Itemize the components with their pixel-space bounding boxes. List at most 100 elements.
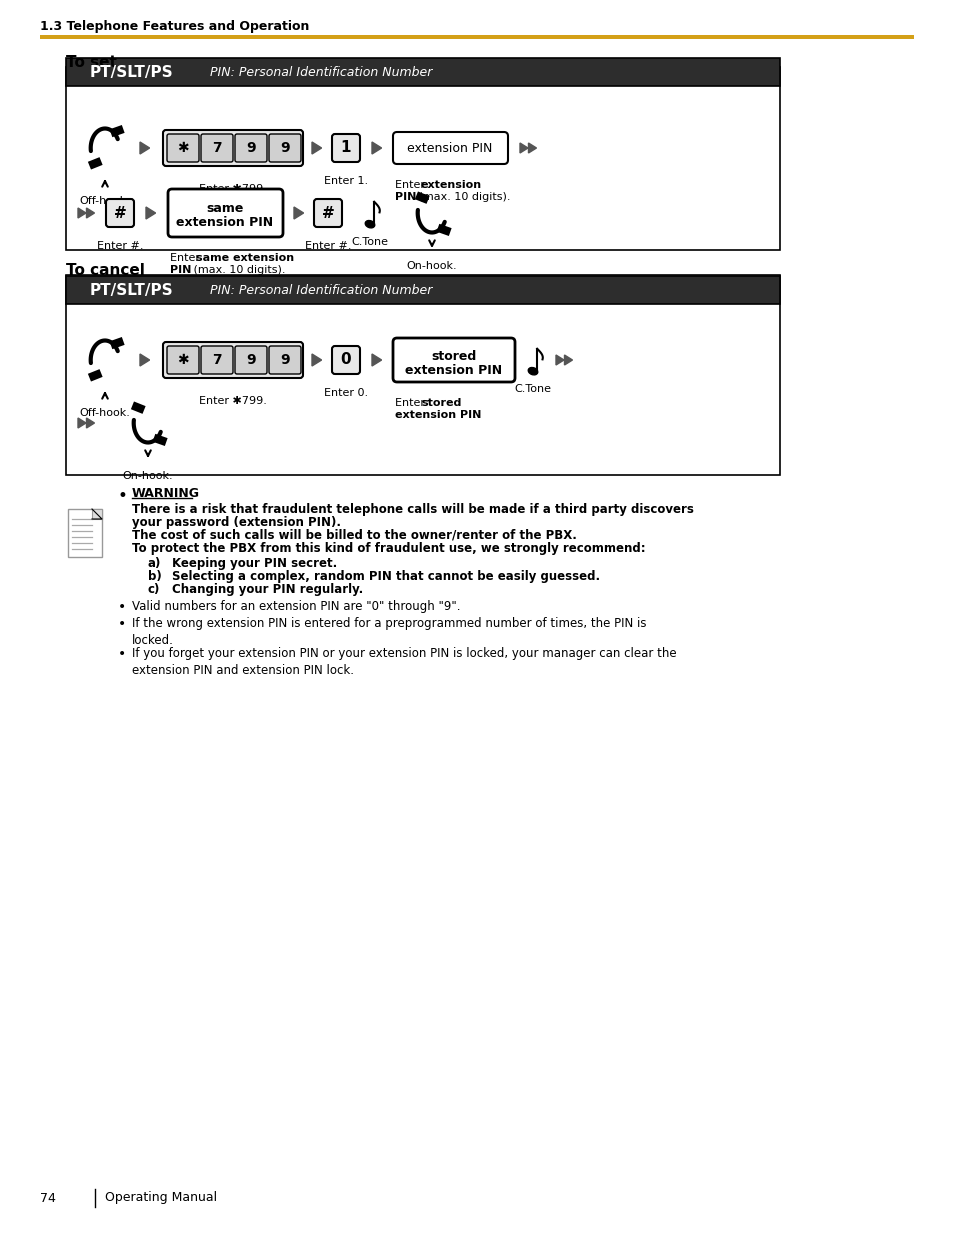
Text: The cost of such calls will be billed to the owner/renter of the PBX.: The cost of such calls will be billed to… <box>132 529 577 542</box>
Text: •: • <box>118 647 126 661</box>
Text: 9: 9 <box>280 353 290 367</box>
Text: Keeping your PIN secret.: Keeping your PIN secret. <box>172 557 337 571</box>
FancyBboxPatch shape <box>163 342 303 378</box>
Text: a): a) <box>148 557 161 571</box>
Text: .: . <box>473 410 476 420</box>
Text: •: • <box>118 600 126 614</box>
Text: stored: stored <box>431 350 476 363</box>
Text: extension PIN: extension PIN <box>405 363 502 377</box>
Polygon shape <box>78 207 86 219</box>
Text: c): c) <box>148 583 160 597</box>
Polygon shape <box>556 354 563 366</box>
Polygon shape <box>519 143 527 153</box>
Text: #: # <box>321 205 334 221</box>
Text: same extension: same extension <box>195 253 294 263</box>
Text: b): b) <box>148 571 162 583</box>
Text: To cancel: To cancel <box>66 263 145 278</box>
Text: your password (extension PIN).: your password (extension PIN). <box>132 516 340 529</box>
Bar <box>66 275 780 304</box>
Text: PIN: Personal Identification Number: PIN: Personal Identification Number <box>210 284 432 296</box>
Text: There is a risk that fraudulent telephone calls will be made if a third party di: There is a risk that fraudulent telephon… <box>132 503 693 516</box>
Text: ✱: ✱ <box>177 353 189 367</box>
Bar <box>66 67 780 249</box>
Text: Enter: Enter <box>395 180 428 190</box>
FancyBboxPatch shape <box>332 135 359 162</box>
Bar <box>68 509 102 557</box>
Text: extension PIN: extension PIN <box>395 410 481 420</box>
Text: (max. 10 digits).: (max. 10 digits). <box>415 191 510 203</box>
Text: Enter #.: Enter #. <box>96 241 143 251</box>
Text: 0: 0 <box>340 352 351 368</box>
Text: 1: 1 <box>340 141 351 156</box>
Text: Selecting a complex, random PIN that cannot be easily guessed.: Selecting a complex, random PIN that can… <box>172 571 599 583</box>
Text: same: same <box>206 203 243 215</box>
Polygon shape <box>146 207 155 219</box>
Text: 9: 9 <box>246 353 255 367</box>
Polygon shape <box>564 354 572 366</box>
Text: Changing your PIN regularly.: Changing your PIN regularly. <box>172 583 363 597</box>
Text: PIN: PIN <box>395 191 416 203</box>
Bar <box>91 509 102 519</box>
Polygon shape <box>294 207 303 219</box>
Text: To protect the PBX from this kind of fraudulent use, we strongly recommend:: To protect the PBX from this kind of fra… <box>132 542 645 555</box>
Bar <box>66 58 780 86</box>
Text: C.Tone: C.Tone <box>351 237 388 247</box>
Ellipse shape <box>528 368 537 375</box>
FancyBboxPatch shape <box>163 130 303 165</box>
Text: Enter ✱799.: Enter ✱799. <box>199 184 267 194</box>
Text: Off-hook.: Off-hook. <box>79 196 131 206</box>
Text: Enter 1.: Enter 1. <box>324 177 368 186</box>
Text: To set: To set <box>66 56 117 70</box>
Text: Enter: Enter <box>395 398 428 408</box>
Text: Enter 0.: Enter 0. <box>324 388 368 398</box>
Text: Enter ✱799.: Enter ✱799. <box>199 396 267 406</box>
FancyBboxPatch shape <box>201 135 233 162</box>
Polygon shape <box>528 143 536 153</box>
Ellipse shape <box>365 221 375 228</box>
FancyBboxPatch shape <box>393 132 507 164</box>
FancyBboxPatch shape <box>167 346 199 374</box>
FancyBboxPatch shape <box>314 199 341 227</box>
Text: Off-hook.: Off-hook. <box>79 408 131 417</box>
Text: PT/SLT/PS: PT/SLT/PS <box>90 64 173 79</box>
Text: (max. 10 digits).: (max. 10 digits). <box>190 266 285 275</box>
FancyBboxPatch shape <box>332 346 359 374</box>
Text: Enter: Enter <box>170 253 203 263</box>
Text: Enter #.: Enter #. <box>304 241 351 251</box>
FancyBboxPatch shape <box>201 346 233 374</box>
Text: 74: 74 <box>40 1192 56 1204</box>
Text: ✱: ✱ <box>177 141 189 156</box>
Polygon shape <box>372 354 381 366</box>
Text: #: # <box>113 205 126 221</box>
Text: WARNING: WARNING <box>132 487 200 500</box>
FancyBboxPatch shape <box>269 346 301 374</box>
Polygon shape <box>312 354 321 366</box>
Polygon shape <box>87 417 94 429</box>
Text: 1.3 Telephone Features and Operation: 1.3 Telephone Features and Operation <box>40 20 309 33</box>
FancyBboxPatch shape <box>269 135 301 162</box>
Text: extension: extension <box>420 180 481 190</box>
FancyBboxPatch shape <box>167 135 199 162</box>
Text: 7: 7 <box>212 141 222 156</box>
Text: PIN: Personal Identification Number: PIN: Personal Identification Number <box>210 65 432 79</box>
Text: 9: 9 <box>280 141 290 156</box>
FancyBboxPatch shape <box>393 338 515 382</box>
Text: On-hook.: On-hook. <box>123 471 173 480</box>
Bar <box>40 35 913 40</box>
Polygon shape <box>87 207 94 219</box>
Text: PT/SLT/PS: PT/SLT/PS <box>90 283 173 298</box>
Text: Valid numbers for an extension PIN are "0" through "9".: Valid numbers for an extension PIN are "… <box>132 600 460 613</box>
Text: If you forget your extension PIN or your extension PIN is locked, your manager c: If you forget your extension PIN or your… <box>132 647 676 677</box>
Text: Operating Manual: Operating Manual <box>105 1192 217 1204</box>
FancyBboxPatch shape <box>168 189 283 237</box>
FancyBboxPatch shape <box>234 135 267 162</box>
Text: On-hook.: On-hook. <box>406 261 456 270</box>
Polygon shape <box>78 417 86 429</box>
Text: •: • <box>118 487 128 505</box>
Text: 9: 9 <box>246 141 255 156</box>
FancyBboxPatch shape <box>106 199 133 227</box>
Text: extension PIN: extension PIN <box>176 216 274 230</box>
FancyBboxPatch shape <box>234 346 267 374</box>
Text: C.Tone: C.Tone <box>514 384 551 394</box>
Text: •: • <box>118 618 126 631</box>
